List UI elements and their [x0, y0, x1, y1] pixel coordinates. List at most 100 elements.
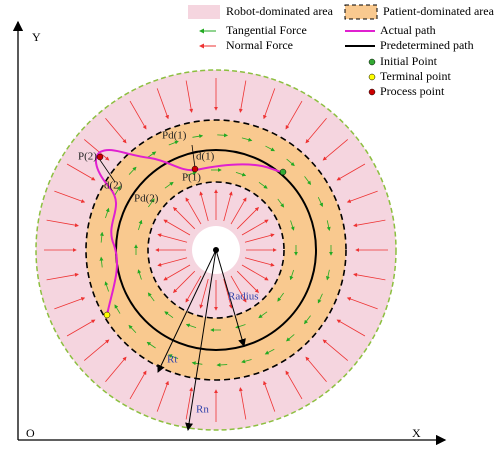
tangential-force — [258, 311, 268, 319]
tangential-force — [290, 220, 295, 231]
normal-force — [336, 163, 366, 181]
normal-force — [346, 297, 378, 310]
legend-dot — [368, 58, 376, 66]
normal-force — [336, 319, 366, 337]
normal-force — [185, 80, 194, 113]
normal-force — [163, 219, 191, 236]
tangential-force — [217, 133, 229, 138]
rn-line — [185, 249, 217, 431]
legend-label: Actual path — [380, 23, 436, 37]
initial-point — [279, 168, 287, 176]
normal-force — [322, 139, 349, 161]
normal-force — [236, 207, 259, 230]
tangential-force — [241, 359, 252, 364]
normal-force — [163, 264, 191, 281]
normal-force — [244, 257, 275, 267]
label: P(1) — [182, 172, 201, 184]
tangential-force — [241, 137, 253, 142]
tangential-force — [99, 231, 104, 243]
tangential-force — [304, 176, 312, 186]
actual-path — [94, 148, 284, 316]
normal-force — [244, 233, 275, 243]
normal-force — [157, 257, 188, 267]
legend-label: Robot-dominated area — [226, 4, 334, 18]
tangential-force — [146, 341, 156, 349]
tangential-force — [147, 151, 157, 158]
tangential-force — [164, 181, 174, 189]
legend-swatch — [344, 4, 378, 20]
normal-force — [83, 339, 110, 361]
normal-force — [305, 117, 327, 144]
normal-force — [46, 219, 79, 228]
legend-label: Initial Point — [380, 54, 438, 68]
normal-force — [238, 80, 247, 113]
label: P(2) — [78, 151, 97, 163]
legend-label: Predetermined path — [380, 38, 474, 52]
tangential-force — [148, 198, 155, 208]
y-label: Y — [32, 30, 41, 44]
tangential-force — [286, 158, 295, 167]
normal-force — [185, 387, 194, 420]
tangential-force — [277, 292, 284, 302]
normal-force — [156, 88, 169, 120]
legend-label: Normal Force — [226, 38, 293, 52]
legend-swatch — [188, 5, 220, 19]
tangential-force — [216, 362, 228, 367]
legend-dot — [368, 88, 376, 96]
normal-force — [241, 219, 269, 236]
legend-label: Terminal point — [380, 69, 451, 83]
tangential-force — [326, 220, 331, 231]
normal-force — [230, 197, 247, 225]
tangential-force — [325, 269, 330, 281]
tangential-force — [185, 323, 197, 329]
normal-force — [353, 272, 386, 281]
normal-force — [105, 117, 127, 144]
normal-force — [263, 380, 276, 412]
normal-force — [285, 370, 303, 400]
label: Radius — [228, 291, 259, 303]
tangential-force — [168, 354, 179, 360]
normal-force — [223, 191, 233, 222]
legend-dot — [368, 73, 376, 81]
normal-force — [185, 197, 202, 225]
tangential-force — [235, 171, 247, 177]
tangential-force — [289, 269, 295, 281]
d1-line — [191, 144, 196, 169]
tangential-force — [114, 185, 121, 196]
normal-force — [156, 380, 169, 412]
normal-force — [54, 297, 86, 310]
tangential-force — [137, 269, 142, 280]
process-point — [191, 165, 199, 173]
tangential-force — [317, 197, 323, 207]
normal-force — [305, 356, 327, 383]
tangential-force — [105, 207, 110, 219]
label: Rn — [196, 404, 209, 416]
label: Pd(1) — [162, 130, 187, 142]
normal-force — [346, 190, 378, 203]
tangential-force — [99, 256, 104, 268]
normal-force — [263, 88, 276, 120]
tangential-force — [258, 182, 268, 189]
force-arrows — [44, 78, 388, 422]
tangential-force — [304, 315, 311, 325]
tangential-force — [264, 348, 275, 355]
normal-force — [66, 163, 96, 181]
tangential-force — [168, 140, 179, 146]
label: Pd(2) — [134, 193, 159, 205]
tangential-force — [235, 324, 246, 329]
normal-force — [199, 191, 209, 222]
d2-line — [99, 159, 116, 183]
legend-label: Patient-dominated area — [383, 4, 495, 18]
radius-line — [215, 249, 246, 347]
tangential-force — [147, 292, 155, 302]
normal-force — [285, 100, 303, 130]
terminal-point — [103, 311, 111, 319]
normal-force — [185, 275, 202, 303]
normal-force — [105, 356, 127, 383]
tangential-force — [128, 324, 137, 333]
tangential-force — [186, 171, 197, 176]
normal-force — [83, 139, 110, 161]
tangential-force — [277, 198, 285, 208]
label: Rt — [167, 354, 177, 366]
